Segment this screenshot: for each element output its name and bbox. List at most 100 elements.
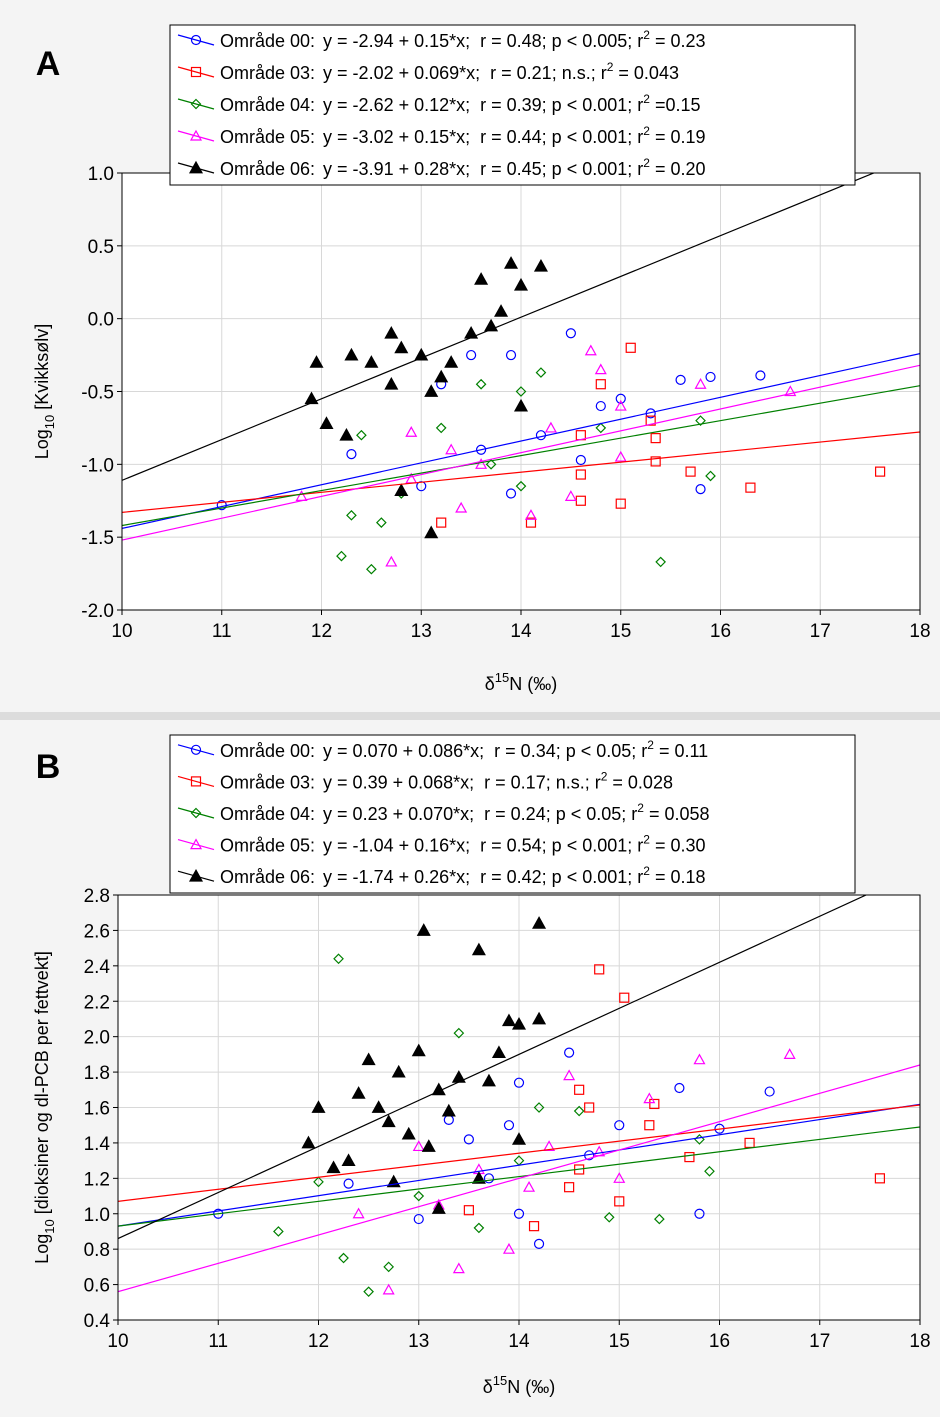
fit-line — [122, 173, 876, 481]
point — [405, 426, 418, 437]
x-label-rest: N (‰) — [507, 1377, 555, 1397]
point — [371, 1100, 386, 1113]
point — [413, 1190, 425, 1202]
point — [564, 1047, 575, 1058]
legend-entry: Område 03: y = -2.02 + 0.069*x; r = 0.21;… — [220, 60, 679, 83]
x-tick-label: 14 — [510, 621, 532, 642]
point — [603, 1211, 615, 1223]
point — [346, 509, 357, 521]
point — [595, 400, 606, 412]
legend-entry: Område 06: y = -1.74 + 0.26*x; r = 0.42; … — [220, 864, 705, 887]
point — [301, 1135, 316, 1149]
y-tick-label: -0.5 — [81, 383, 114, 404]
point — [694, 377, 707, 389]
point — [476, 444, 487, 455]
legend-sup: 2 — [637, 801, 644, 815]
point — [654, 1213, 665, 1225]
point — [394, 483, 409, 496]
legend-equation: y = -3.02 + 0.15*x; r = 0.44; p < 0.001;… — [323, 127, 643, 147]
point — [524, 509, 537, 520]
point — [385, 555, 398, 567]
legend-equation-end: =0.15 — [650, 95, 701, 115]
legend-sup: 2 — [643, 92, 650, 106]
point — [584, 1102, 595, 1113]
point — [643, 1092, 656, 1104]
point — [532, 916, 547, 929]
x-tick-label: 13 — [411, 621, 432, 642]
point — [376, 517, 387, 528]
point — [515, 480, 527, 492]
point — [431, 1201, 446, 1214]
point — [694, 1208, 705, 1219]
point — [505, 349, 517, 361]
point — [523, 1180, 536, 1192]
point — [381, 1114, 396, 1128]
legend-name: Område 06: — [220, 159, 315, 179]
point — [453, 1027, 465, 1039]
legend-entry: Område 00: y = -2.94 + 0.15*x; r = 0.48; … — [220, 28, 705, 51]
legend-line — [177, 839, 215, 851]
y-tick-label: 1.0 — [88, 164, 114, 185]
point — [755, 370, 766, 381]
x-label-sup: 15 — [495, 670, 509, 685]
point — [533, 1102, 545, 1113]
point — [650, 456, 661, 467]
legend-name: Område 06: — [220, 867, 315, 887]
point — [441, 1103, 456, 1117]
fit-line — [122, 385, 920, 527]
legend-equation-end: = 0.30 — [650, 836, 706, 856]
point — [416, 923, 431, 936]
legend-marker — [190, 744, 202, 755]
y-tick-label: -1.5 — [81, 528, 114, 549]
point — [784, 385, 797, 397]
point — [619, 992, 630, 1003]
legend-line — [177, 744, 215, 756]
legend-entry: Område 03: y = 0.39 + 0.068*x; r = 0.17; … — [220, 769, 673, 792]
point — [326, 1160, 341, 1174]
point — [525, 517, 537, 528]
plot-marks — [122, 173, 920, 575]
x-tick-label: 11 — [212, 621, 232, 642]
legend-equation-end: = 0.058 — [644, 804, 710, 824]
legend-equation-end: = 0.11 — [654, 741, 708, 761]
point — [382, 1283, 395, 1295]
point — [564, 490, 577, 501]
point — [485, 458, 497, 470]
x-tick-label: 13 — [408, 1331, 429, 1352]
point — [594, 964, 605, 975]
legend-name: Område 00: — [220, 31, 315, 51]
y-label-log: Log — [32, 429, 52, 459]
legend-equation: y = 0.39 + 0.068*x; r = 0.17; n.s.; r — [323, 772, 601, 792]
x-tick-label: 15 — [609, 1331, 630, 1352]
x-tick-label: 17 — [809, 1331, 830, 1352]
legend-marker — [189, 129, 203, 141]
legend-marker — [190, 34, 202, 46]
legend-marker — [190, 66, 202, 78]
point — [515, 386, 527, 397]
point — [532, 1011, 547, 1025]
point — [645, 415, 656, 426]
x-label-sup: 15 — [493, 1373, 507, 1388]
x-axis-label: δ15N (‰) — [483, 1373, 556, 1397]
point — [394, 340, 409, 354]
point — [511, 1017, 527, 1030]
point — [705, 470, 716, 482]
panel-separator — [0, 712, 940, 720]
x-label-symbol: δ — [483, 1377, 493, 1397]
x-tick-label: 16 — [709, 1331, 730, 1352]
point — [363, 1286, 374, 1298]
x-tick-label: 10 — [111, 621, 132, 642]
point — [704, 1165, 715, 1177]
legend-marker — [190, 807, 202, 819]
legend-equation: y = -1.74 + 0.26*x; r = 0.42; p < 0.001;… — [323, 867, 643, 887]
point — [675, 374, 686, 385]
point — [384, 325, 399, 339]
legend-sup: 2 — [607, 60, 614, 74]
legend-line — [177, 34, 215, 46]
point — [304, 391, 319, 405]
legend-name: Område 05: — [220, 127, 315, 147]
y-tick-label: 0.8 — [84, 1240, 110, 1261]
point — [685, 466, 696, 477]
point — [705, 371, 716, 383]
point — [535, 367, 547, 378]
